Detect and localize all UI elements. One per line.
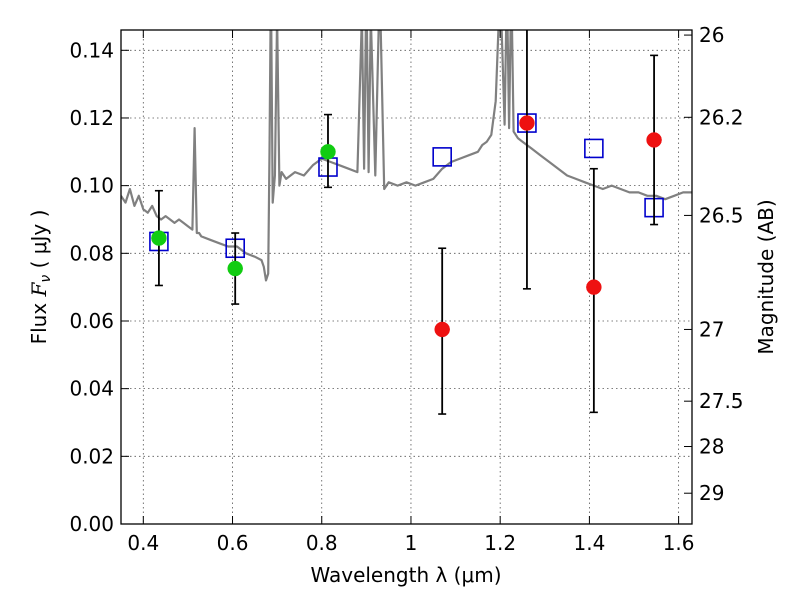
x-tick-label: 1.2	[484, 531, 516, 555]
red-data-point	[519, 115, 535, 131]
y-tick-label: 0.04	[69, 377, 114, 401]
y2-tick-label: 28	[699, 435, 724, 459]
y-axis-title-subscript: ν	[38, 275, 54, 283]
y2-tick-label: 27.5	[699, 389, 744, 413]
plot-frame	[120, 29, 693, 525]
y-axis-title: Flux Fν ( μJy )	[27, 210, 54, 345]
green-data-point	[320, 144, 336, 160]
model-spectrum-line	[121, 30, 692, 282]
y-axis-title-prefix: Flux	[27, 296, 51, 344]
y2-tick-label: 26	[699, 23, 724, 47]
x-tick-label: 0.4	[127, 531, 159, 555]
x-axis-title: Wavelength λ (μm)	[310, 563, 501, 587]
data-layer	[121, 30, 692, 415]
y-tick-label: 0.08	[69, 241, 114, 265]
axis-ticks: 0.4 0.6 0.8 1 1.2 1.4 1.6 0.00 0.02 0.04 0.06 0.08 0…	[69, 23, 743, 555]
y2-tick-label: 27	[699, 317, 724, 341]
svg-text:Flux Fν ( μJy ): Flux Fν ( μJy )	[27, 210, 54, 345]
x-tick-label: 0.6	[217, 531, 249, 555]
y-axis-title-symbol: F	[27, 281, 51, 297]
y2-tick-label: 26.2	[699, 105, 744, 129]
green-data-point	[227, 260, 243, 277]
y-tick-label: 0.10	[69, 174, 114, 198]
y-tick-label: 0.06	[69, 309, 114, 333]
x-tick-label: 1.4	[573, 531, 605, 555]
y-tick-label: 0.12	[69, 106, 114, 130]
x-tick-label: 0.8	[306, 531, 338, 555]
y2-axis-title: Magnitude (AB)	[754, 199, 778, 354]
y-tick-label: 0.02	[69, 444, 114, 468]
y2-tick-label: 29	[699, 481, 724, 505]
plot-background	[121, 30, 692, 524]
model-photometry-square	[432, 147, 452, 167]
x-tick-label: 1	[405, 531, 418, 555]
y-tick-label: 0.14	[69, 38, 114, 62]
red-data-point	[586, 279, 602, 295]
red-data-point	[434, 321, 450, 338]
model-photometry-square	[584, 138, 604, 159]
x-tick-label: 1.6	[663, 531, 695, 555]
green-data-point	[151, 230, 167, 246]
y2-tick-label: 26.5	[699, 203, 744, 227]
red-data-point	[646, 132, 662, 148]
y-tick-label: 0.00	[69, 512, 114, 536]
y-axis-title-suffix: ( μJy )	[27, 210, 51, 275]
